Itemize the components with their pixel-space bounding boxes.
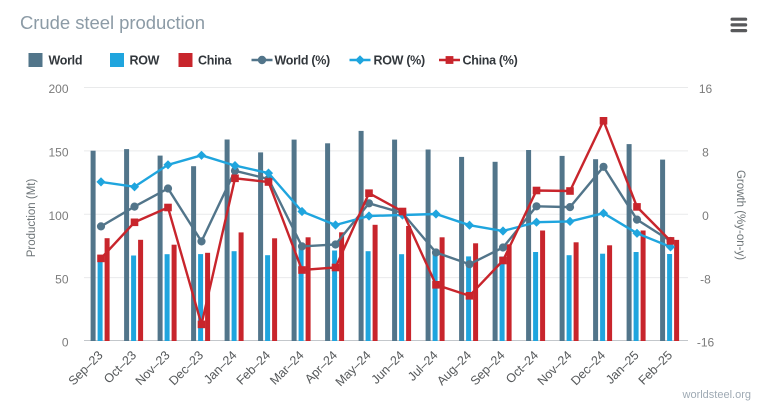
svg-text:ROW: ROW: [130, 54, 160, 68]
svg-text:-8: -8: [700, 272, 711, 286]
svg-text:Crude steel production: Crude steel production: [20, 12, 205, 33]
svg-text:World: World: [49, 54, 83, 68]
svg-text:150: 150: [48, 146, 68, 160]
svg-text:200: 200: [48, 82, 68, 96]
svg-text:Growth (%y-on-y): Growth (%y-on-y): [734, 170, 746, 260]
svg-text:worldsteel.org: worldsteel.org: [682, 389, 751, 401]
svg-text:100: 100: [48, 209, 68, 223]
svg-text:50: 50: [55, 272, 69, 286]
svg-text:16: 16: [699, 82, 713, 96]
svg-text:China: China: [198, 54, 233, 68]
svg-text:8: 8: [702, 146, 709, 160]
svg-text:0: 0: [702, 209, 709, 223]
svg-text:-16: -16: [697, 336, 715, 350]
svg-text:ROW (%): ROW (%): [374, 54, 425, 68]
svg-text:China (%): China (%): [463, 54, 518, 68]
svg-text:Production (Mt): Production (Mt): [26, 179, 38, 258]
svg-text:World (%): World (%): [275, 54, 331, 68]
svg-text:0: 0: [62, 336, 69, 350]
